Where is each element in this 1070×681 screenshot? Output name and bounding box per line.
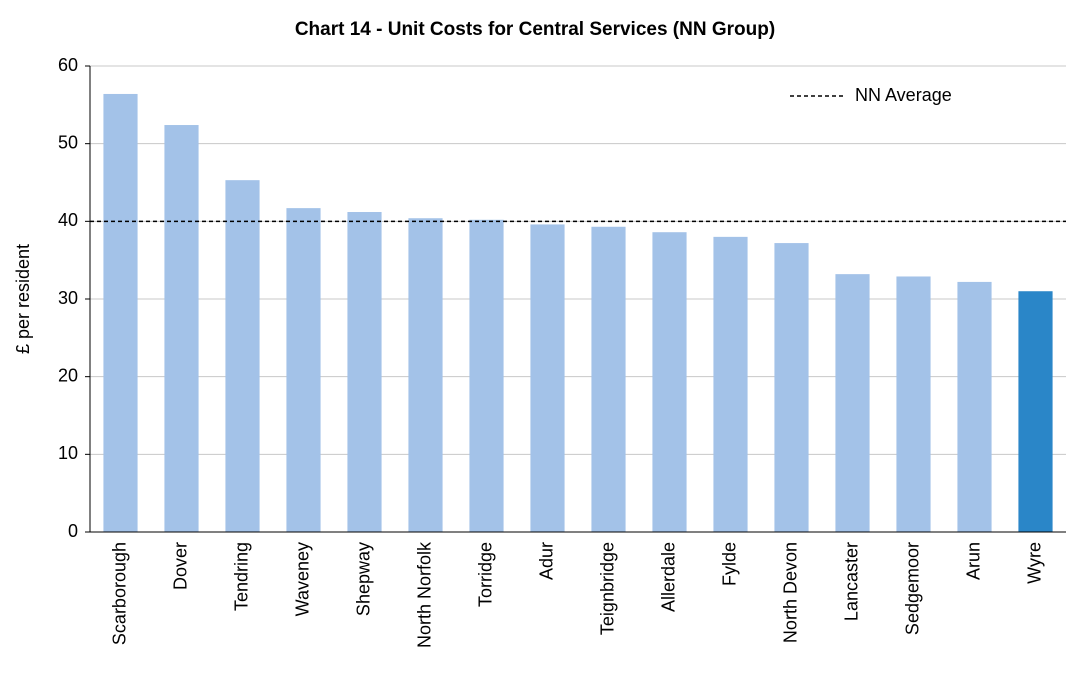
y-tick-label: 20 — [58, 365, 78, 385]
x-tick-label: Allerdale — [658, 542, 678, 612]
bar — [835, 274, 870, 532]
x-tick-label: North Devon — [780, 542, 800, 643]
bar — [957, 281, 992, 532]
legend-label: NN Average — [855, 85, 952, 105]
bar — [1018, 291, 1053, 532]
y-axis-label: £ per resident — [13, 244, 33, 354]
bar — [347, 212, 382, 532]
x-tick-label: North Norfolk — [414, 541, 434, 648]
chart-title: Chart 14 - Unit Costs for Central Servic… — [295, 19, 775, 40]
bar — [164, 125, 199, 532]
bar — [896, 276, 931, 532]
x-tick-label: Adur — [536, 542, 556, 580]
x-tick-label: Waveney — [292, 542, 312, 616]
bar — [713, 236, 748, 532]
bar — [774, 243, 809, 532]
bar — [408, 218, 443, 532]
bar — [286, 208, 321, 532]
x-tick-label: Teignbridge — [597, 542, 617, 635]
y-tick-label: 0 — [68, 521, 78, 541]
bar — [225, 180, 260, 533]
x-tick-label: Arun — [963, 542, 983, 580]
bar — [103, 93, 138, 533]
bar — [530, 224, 565, 532]
x-tick-label: Torridge — [475, 542, 495, 607]
y-tick-label: 10 — [58, 443, 78, 463]
x-tick-label: Tendring — [231, 542, 251, 611]
x-tick-label: Shepway — [353, 542, 373, 616]
bar — [469, 219, 504, 532]
y-tick-label: 30 — [58, 288, 78, 308]
x-tick-label: Dover — [170, 542, 190, 590]
x-tick-label: Fylde — [719, 542, 739, 586]
y-tick-label: 60 — [58, 55, 78, 75]
x-tick-label: Scarborough — [109, 542, 129, 645]
bar — [591, 226, 626, 532]
y-tick-label: 40 — [58, 210, 78, 230]
x-tick-label: Lancaster — [841, 542, 861, 621]
x-tick-label: Wyre — [1024, 542, 1044, 584]
bar — [652, 232, 687, 532]
y-tick-label: 50 — [58, 132, 78, 152]
x-tick-label: Sedgemoor — [902, 542, 922, 635]
